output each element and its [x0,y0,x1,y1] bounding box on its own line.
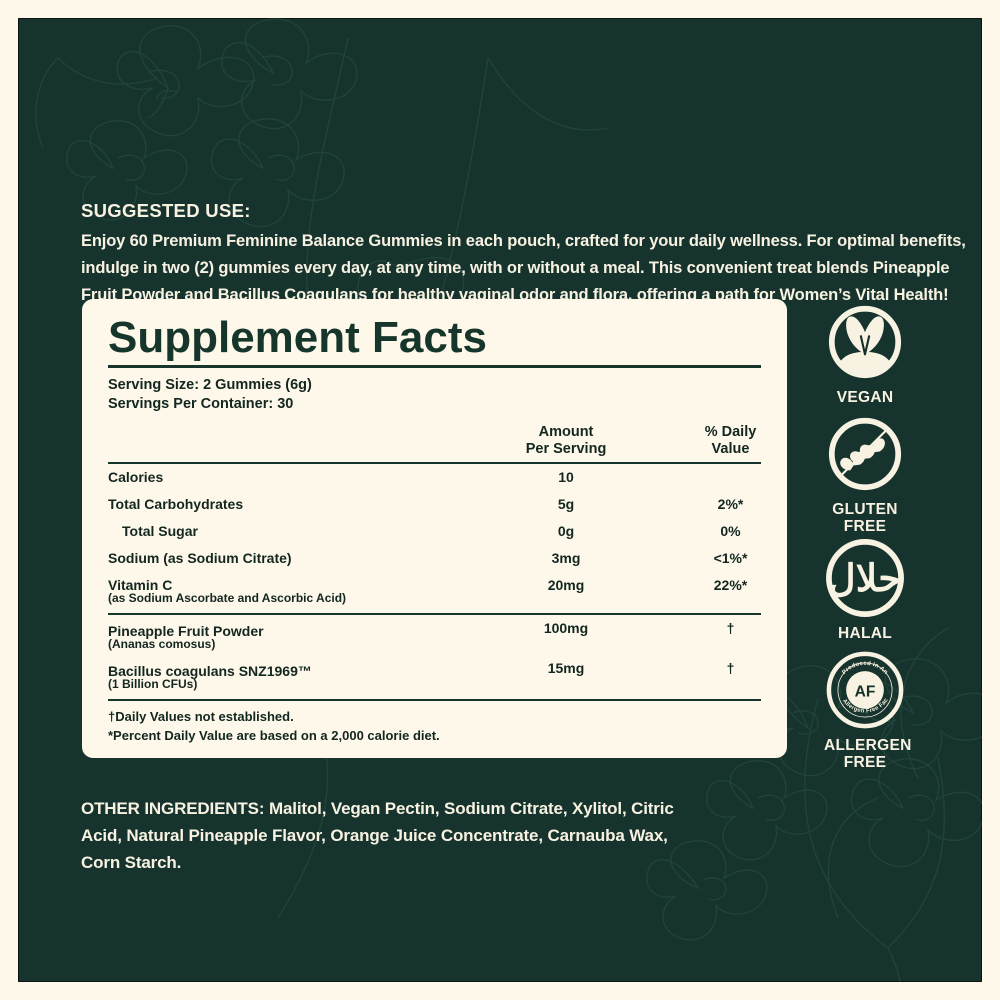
svg-text:حلال: حلال [828,557,901,599]
svg-text:AF: AF [855,684,876,701]
